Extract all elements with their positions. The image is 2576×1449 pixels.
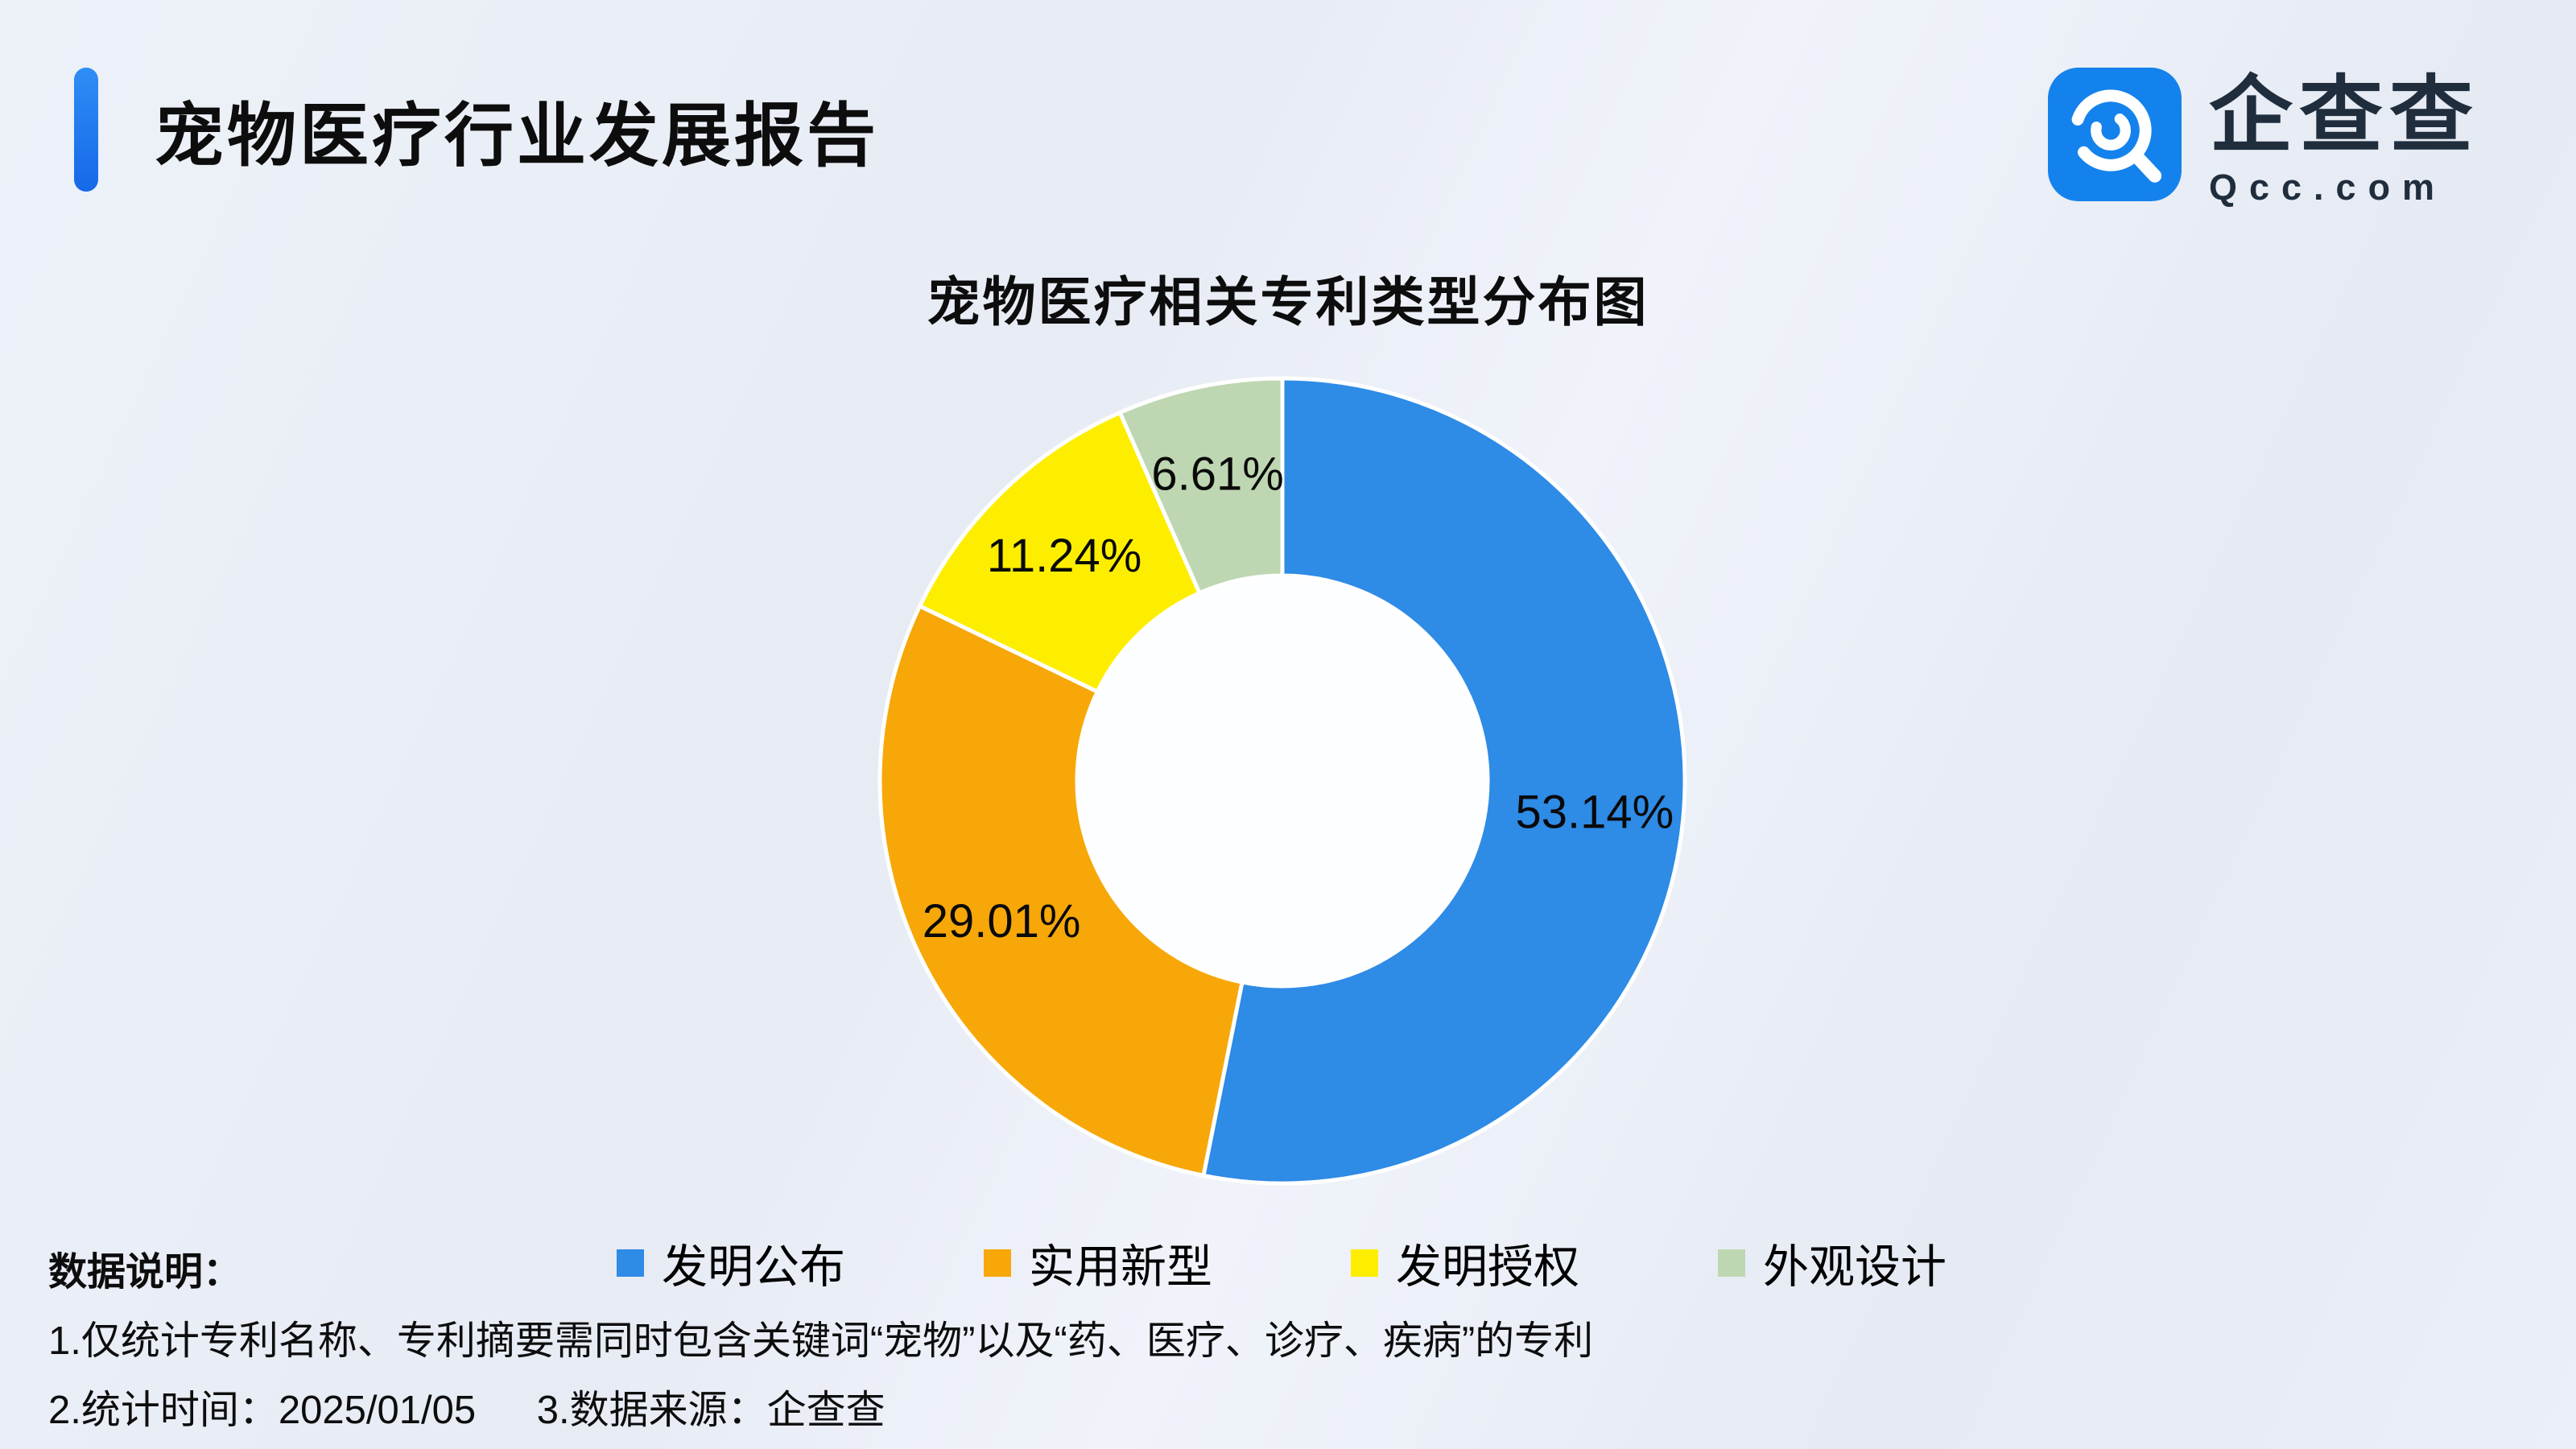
pie-slice-0 — [1201, 376, 1687, 1186]
footnote-3: 3.数据来源：企查查 — [536, 1389, 886, 1432]
footnote-2-3: 2.统计时间：2025/01/05 3.数据来源：企查查 — [48, 1378, 886, 1435]
legend-swatch-3 — [1718, 1249, 1745, 1277]
legend-item-0: 发明公布 — [617, 1230, 845, 1296]
chart-title: 宠物医疗相关专利类型分布图 — [927, 272, 1649, 332]
donut-hole — [1077, 576, 1488, 986]
legend-item-1: 实用新型 — [984, 1230, 1212, 1296]
qcc-logo: 企查查 Qcc.com — [2047, 68, 2479, 208]
slice-label-1: 29.01% — [923, 895, 1081, 947]
donut-chart: 53.14% 29.01% 11.24%6.61% — [877, 376, 1687, 1186]
title-accent-bar — [74, 68, 98, 192]
footnote-heading: 数据说明： — [48, 1251, 242, 1294]
legend-swatch-0 — [617, 1249, 644, 1277]
pie-slice-2 — [917, 410, 1203, 695]
slice-label-0: 53.14% — [1515, 786, 1674, 838]
legend-label-3: 外观设计 — [1763, 1241, 1946, 1293]
legend-item-2: 发明授权 — [1351, 1230, 1579, 1296]
legend-label-2: 发明授权 — [1396, 1241, 1579, 1293]
legend-label-0: 发明公布 — [662, 1241, 845, 1293]
legend-swatch-1 — [984, 1249, 1011, 1277]
legend-item-3: 外观设计 — [1718, 1230, 1946, 1296]
footnote-1: 1.仅统计专利名称、专利摘要需同时包含关键词“宠物”以及“药、医疗、诊疗、疾病”… — [48, 1319, 1594, 1363]
qcc-domain-text: Qcc.com — [2208, 167, 2447, 208]
qcc-logo-text-group: 企查查 Qcc.com — [2209, 68, 2479, 208]
qcc-logo-text: 企查查 — [2208, 69, 2479, 163]
page-title: 宠物医疗行业发展报告 — [155, 97, 879, 175]
pie-slice-3 — [1117, 376, 1285, 596]
slice-label-2: 11.24% — [987, 530, 1141, 582]
pie-slice-1 — [877, 603, 1245, 1179]
slice-label-3: 6.61% — [1151, 448, 1283, 501]
qcc-logo-icon — [2047, 68, 2182, 201]
chart-legend: 发明公布 实用新型 发明授权 外观设计 — [617, 1230, 1946, 1296]
legend-swatch-2 — [1351, 1249, 1378, 1277]
legend-label-1: 实用新型 — [1029, 1241, 1212, 1293]
footnote-2: 2.统计时间：2025/01/05 — [48, 1389, 477, 1432]
